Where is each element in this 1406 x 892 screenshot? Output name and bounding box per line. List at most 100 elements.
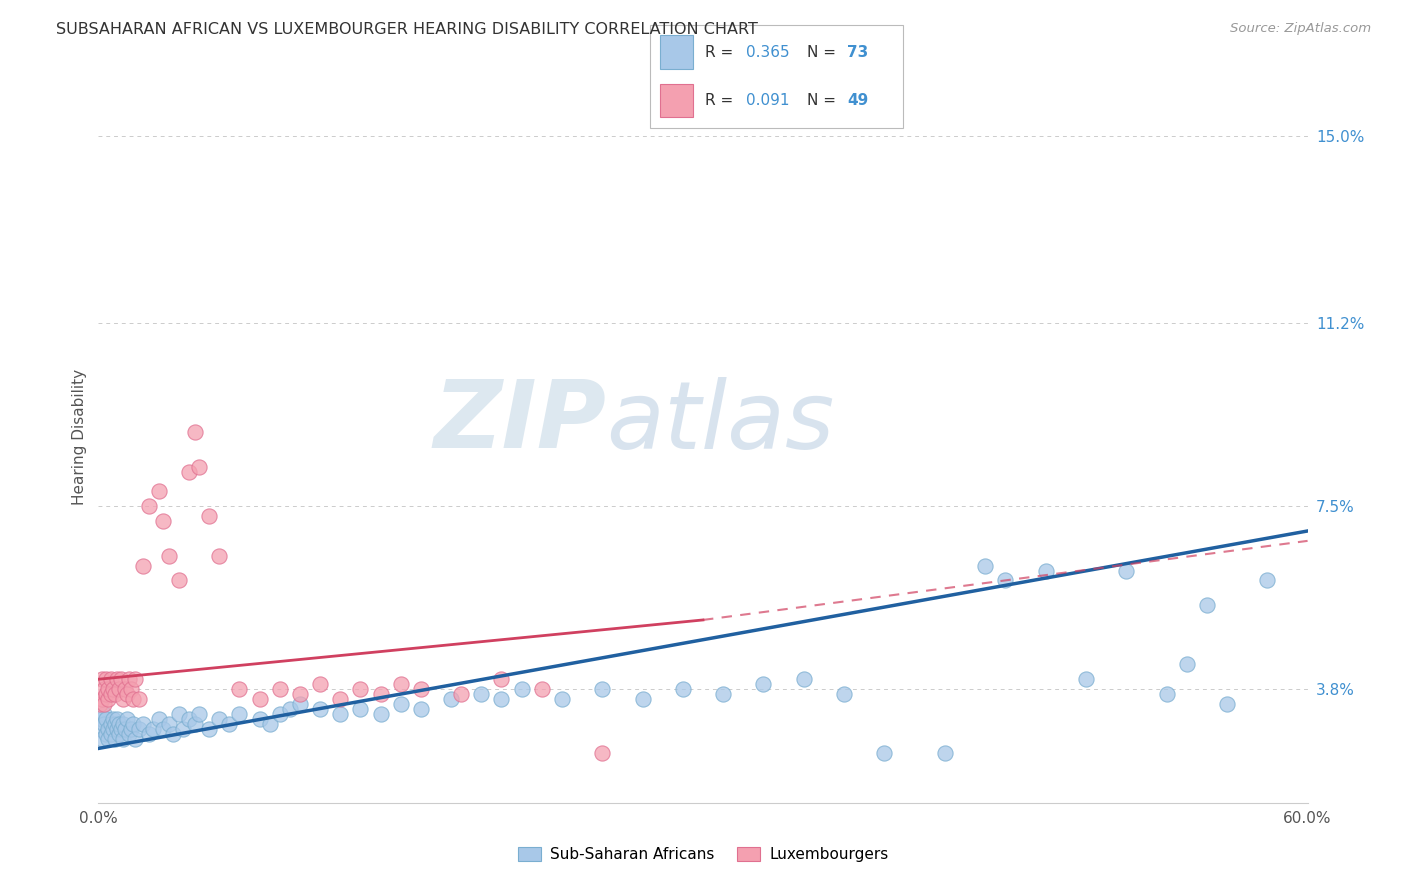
Point xyxy=(309,677,332,691)
Point xyxy=(198,722,221,736)
Point xyxy=(793,672,815,686)
Text: 49: 49 xyxy=(848,93,869,108)
Point xyxy=(100,726,122,740)
Text: 0.365: 0.365 xyxy=(747,45,790,60)
Point xyxy=(389,677,412,691)
Text: R =: R = xyxy=(706,93,738,108)
Text: 73: 73 xyxy=(848,45,869,60)
Point xyxy=(93,716,115,731)
Point xyxy=(208,712,231,726)
Point xyxy=(114,682,136,697)
Point xyxy=(120,722,142,736)
Point xyxy=(91,712,114,726)
Point xyxy=(91,692,114,706)
Point xyxy=(114,722,136,736)
Point xyxy=(752,677,775,691)
Point xyxy=(152,722,174,736)
Point xyxy=(491,672,513,686)
Point xyxy=(873,747,896,761)
Point xyxy=(142,722,165,736)
FancyBboxPatch shape xyxy=(650,25,903,128)
Point xyxy=(105,712,128,726)
Point xyxy=(631,692,654,706)
Point xyxy=(349,702,371,716)
Point xyxy=(100,672,122,686)
Point xyxy=(118,726,141,740)
Text: SUBSAHARAN AFRICAN VS LUXEMBOURGER HEARING DISABILITY CORRELATION CHART: SUBSAHARAN AFRICAN VS LUXEMBOURGER HEARI… xyxy=(56,22,758,37)
Point xyxy=(93,706,115,721)
Point xyxy=(672,682,695,697)
Point xyxy=(121,716,143,731)
Point xyxy=(107,716,129,731)
Point xyxy=(124,731,146,746)
Point xyxy=(974,558,997,573)
Text: Source: ZipAtlas.com: Source: ZipAtlas.com xyxy=(1230,22,1371,36)
Point xyxy=(179,712,201,726)
Point xyxy=(228,682,250,697)
Point xyxy=(832,687,855,701)
Point xyxy=(198,509,221,524)
Text: 0.091: 0.091 xyxy=(747,93,789,108)
Point xyxy=(157,716,180,731)
Point xyxy=(89,697,111,711)
Point xyxy=(124,672,146,686)
Point xyxy=(249,692,271,706)
Point xyxy=(1156,687,1178,701)
Point xyxy=(309,702,332,716)
Point xyxy=(128,722,150,736)
Point xyxy=(152,514,174,528)
Y-axis label: Hearing Disability: Hearing Disability xyxy=(72,369,87,505)
Point xyxy=(96,672,118,686)
Point xyxy=(148,484,170,499)
Point xyxy=(91,672,114,686)
Point xyxy=(132,558,155,573)
Point xyxy=(138,500,160,514)
Point xyxy=(329,706,352,721)
Point xyxy=(111,692,134,706)
Point xyxy=(934,747,956,761)
Point xyxy=(1195,598,1218,612)
Point xyxy=(278,702,301,716)
Point xyxy=(1115,564,1137,578)
Point xyxy=(218,716,240,731)
Point xyxy=(91,731,114,746)
Point xyxy=(329,692,352,706)
Point xyxy=(121,692,143,706)
Point xyxy=(96,726,118,740)
Point xyxy=(288,697,311,711)
Text: N =: N = xyxy=(807,93,841,108)
Point xyxy=(188,706,211,721)
Point xyxy=(188,459,211,474)
Legend: Sub-Saharan Africans, Luxembourgers: Sub-Saharan Africans, Luxembourgers xyxy=(512,841,894,868)
Point xyxy=(105,722,128,736)
Point xyxy=(111,731,134,746)
Point xyxy=(591,682,613,697)
Point xyxy=(138,726,160,740)
Point xyxy=(440,692,463,706)
Point xyxy=(100,687,122,701)
Point xyxy=(96,687,118,701)
Point xyxy=(97,682,120,697)
Point xyxy=(470,687,492,701)
Point xyxy=(259,716,281,731)
Point xyxy=(120,682,142,697)
Text: ZIP: ZIP xyxy=(433,376,606,468)
Point xyxy=(349,682,371,697)
Point xyxy=(530,682,553,697)
Point xyxy=(97,731,120,746)
Point xyxy=(101,682,124,697)
Text: atlas: atlas xyxy=(606,377,835,468)
Point xyxy=(269,682,291,697)
Point xyxy=(89,722,111,736)
Point xyxy=(93,697,115,711)
Point xyxy=(409,702,432,716)
Point xyxy=(228,706,250,721)
Point xyxy=(1175,657,1198,672)
Point xyxy=(208,549,231,563)
Point xyxy=(551,692,574,706)
Point xyxy=(167,574,190,588)
Text: R =: R = xyxy=(706,45,738,60)
Point xyxy=(994,574,1017,588)
Bar xyxy=(659,84,693,118)
Point xyxy=(288,687,311,701)
